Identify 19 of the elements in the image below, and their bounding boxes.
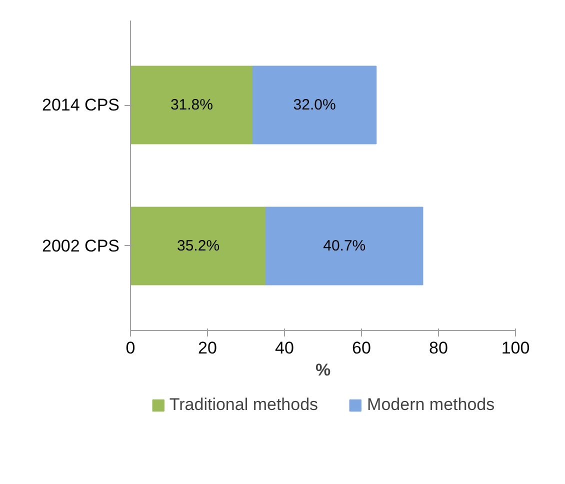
y-tick-label: 2014 CPS — [42, 96, 120, 115]
bar — [130, 206, 267, 286]
x-tick-label: 100 — [501, 338, 530, 358]
x-tick-label: 0 — [126, 338, 136, 358]
data-label: 40.7% — [323, 237, 366, 254]
data-label: 35.2% — [176, 237, 220, 254]
bar — [266, 206, 424, 286]
x-tick-label: 60 — [352, 338, 371, 358]
bar — [130, 66, 254, 144]
bar — [252, 66, 377, 144]
x-tick-label: 40 — [275, 338, 294, 358]
x-axis-title: % — [315, 360, 331, 380]
legend-label: Modern methods — [367, 394, 495, 414]
data-label: 32.0% — [293, 96, 336, 114]
x-tick-label: 80 — [429, 338, 448, 358]
x-tick-label: 20 — [198, 338, 217, 358]
legend-label: Traditional methods — [169, 394, 318, 414]
data-label: 31.8% — [170, 96, 213, 114]
y-tick-label: 2002 CPS — [42, 236, 120, 256]
